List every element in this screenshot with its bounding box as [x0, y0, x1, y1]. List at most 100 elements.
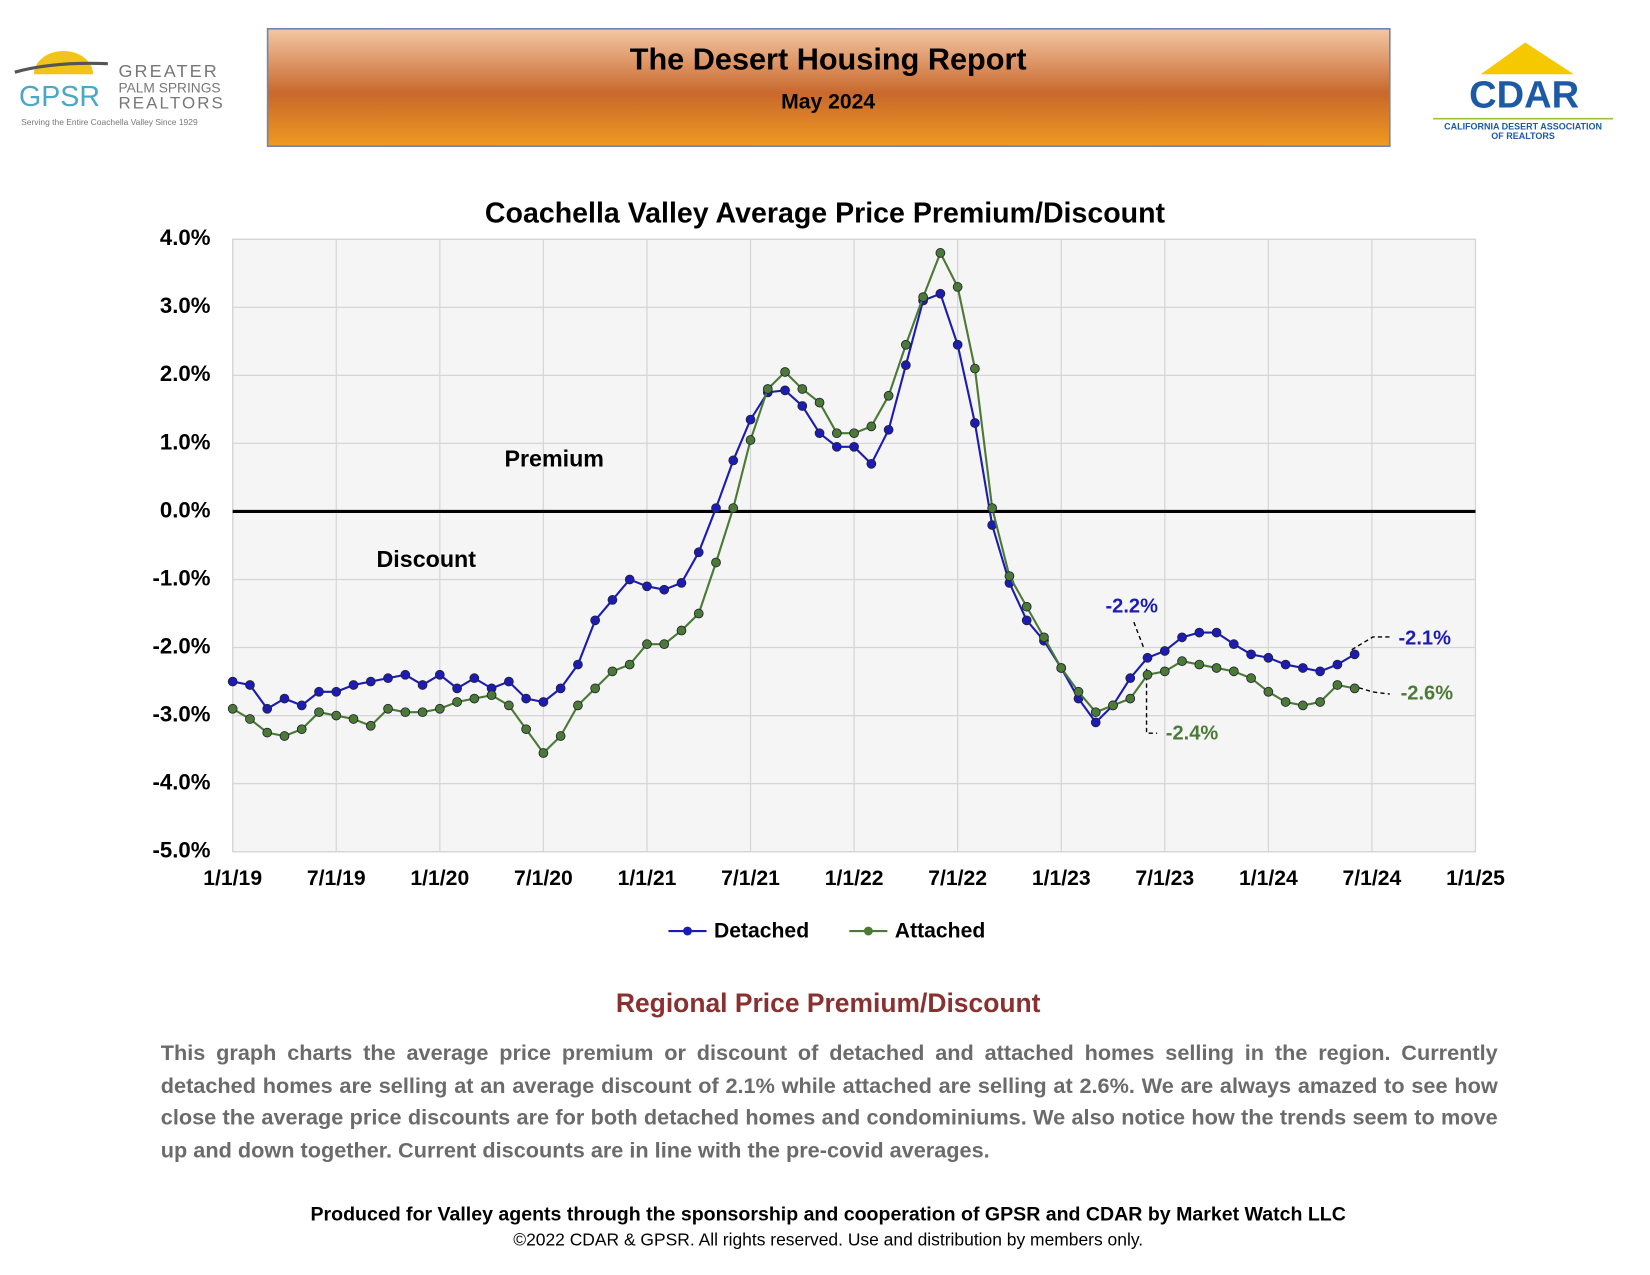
data-point: [400, 669, 411, 680]
data-point: [831, 428, 842, 439]
data-point: [469, 693, 480, 704]
data-point: [1332, 680, 1343, 690]
data-point: [573, 700, 583, 711]
data-point: [952, 339, 963, 350]
y-tick-label: 4.0%: [160, 225, 211, 250]
data-point: [901, 360, 911, 371]
data-point: [1280, 697, 1291, 707]
y-tick-label: -1.0%: [152, 565, 210, 590]
leader-line: [1351, 684, 1390, 695]
data-point: [676, 625, 687, 636]
data-point: [659, 639, 670, 650]
data-point: [331, 686, 342, 697]
data-point: [797, 401, 808, 411]
data-point: [1021, 615, 1032, 626]
data-point: [296, 700, 307, 711]
data-point: [1090, 707, 1101, 718]
data-point: [452, 683, 462, 694]
x-tick-label: 1/1/20: [410, 867, 469, 890]
legend-label: Detached: [714, 920, 809, 943]
annotation: -2.2%: [1106, 596, 1159, 618]
data-point: [1142, 652, 1153, 663]
data-point: [607, 666, 618, 677]
y-tick-label: 0.0%: [160, 497, 211, 522]
data-point: [1159, 646, 1170, 656]
logo-sun: [33, 51, 94, 75]
data-point: [970, 363, 980, 374]
data-point: [417, 680, 428, 690]
data-point: [676, 578, 687, 588]
data-point: [642, 639, 652, 650]
data-point: [1349, 649, 1360, 660]
header-title: The Desert Housing Report: [630, 43, 1027, 77]
data-point: [1349, 683, 1360, 694]
data-point: [296, 724, 307, 735]
data-point: [659, 584, 670, 595]
data-point: [555, 731, 566, 741]
data-point: [1211, 663, 1222, 673]
data-point: [538, 697, 549, 707]
data-point: [245, 714, 255, 724]
cdar-logo: CDAR CALIFORNIA DESERT ASSOCIATION OF RE…: [1433, 42, 1613, 141]
data-point: [383, 703, 393, 714]
logo-roof: [1480, 42, 1574, 75]
logo-line: CALIFORNIA DESERT ASSOCIATION: [1444, 122, 1602, 132]
data-point: [745, 414, 756, 425]
x-tick-label: 1/1/23: [1032, 867, 1091, 890]
data-point: [504, 700, 514, 711]
data-point: [693, 547, 704, 558]
data-point: [590, 683, 601, 694]
data-point: [1177, 656, 1187, 667]
data-point: [279, 731, 290, 741]
data-point: [1228, 666, 1239, 677]
data-point: [797, 384, 808, 394]
x-tick-label: 7/1/23: [1135, 867, 1194, 890]
logo-line: REALTORS: [118, 93, 225, 112]
data-point: [314, 707, 324, 718]
y-tick-label: -3.0%: [152, 701, 210, 726]
data-point: [227, 676, 238, 687]
y-tick-label: -4.0%: [152, 769, 210, 794]
data-point: [1177, 632, 1187, 643]
data-point: [279, 693, 290, 704]
data-point: [693, 608, 704, 619]
annotation: -2.4%: [1166, 723, 1219, 745]
x-tick-label: 1/1/19: [203, 867, 262, 890]
data-point: [901, 339, 911, 350]
data-point: [814, 428, 825, 439]
data-point: [935, 288, 946, 299]
annotation: -2.6%: [1401, 682, 1454, 704]
data-point: [642, 581, 652, 592]
data-point: [987, 503, 998, 513]
data-point: [1211, 627, 1222, 638]
data-point: [1246, 649, 1256, 660]
data-point: [1194, 659, 1205, 670]
data-point: [1246, 673, 1256, 684]
annotation: Discount: [377, 546, 477, 572]
data-point: [504, 676, 514, 687]
logo-line: GREATER: [118, 61, 218, 81]
header-banner: [266, 28, 1391, 147]
data-point: [607, 595, 618, 605]
legend-label: Attached: [895, 920, 985, 943]
x-tick-label: 7/1/24: [1343, 867, 1402, 890]
logo-line: PALM SPRINGS: [118, 81, 220, 96]
data-point: [728, 503, 739, 513]
leader-line: [1133, 621, 1146, 650]
data-point: [624, 574, 635, 585]
data-point: [452, 697, 462, 707]
y-tick-label: 2.0%: [160, 361, 211, 386]
data-point: [866, 458, 877, 469]
data-point: [365, 676, 376, 687]
data-point: [573, 659, 583, 670]
logo-acronym: CDAR: [1469, 75, 1579, 117]
data-point: [245, 680, 255, 690]
chart: -5.0% -4.0% -3.0% -2.0% -1.0% 0.0% 1.0% 2.0% 3.0…: [152, 225, 1505, 943]
data-point: [434, 669, 445, 680]
y-tick-label: 3.0%: [160, 293, 211, 318]
data-point: [555, 683, 566, 694]
data-point: [1021, 601, 1032, 612]
gpsr-logo: GPSR GREATER PALM SPRINGS REALTORS Servi…: [14, 51, 225, 127]
data-point: [331, 710, 342, 721]
data-point: [262, 727, 273, 738]
